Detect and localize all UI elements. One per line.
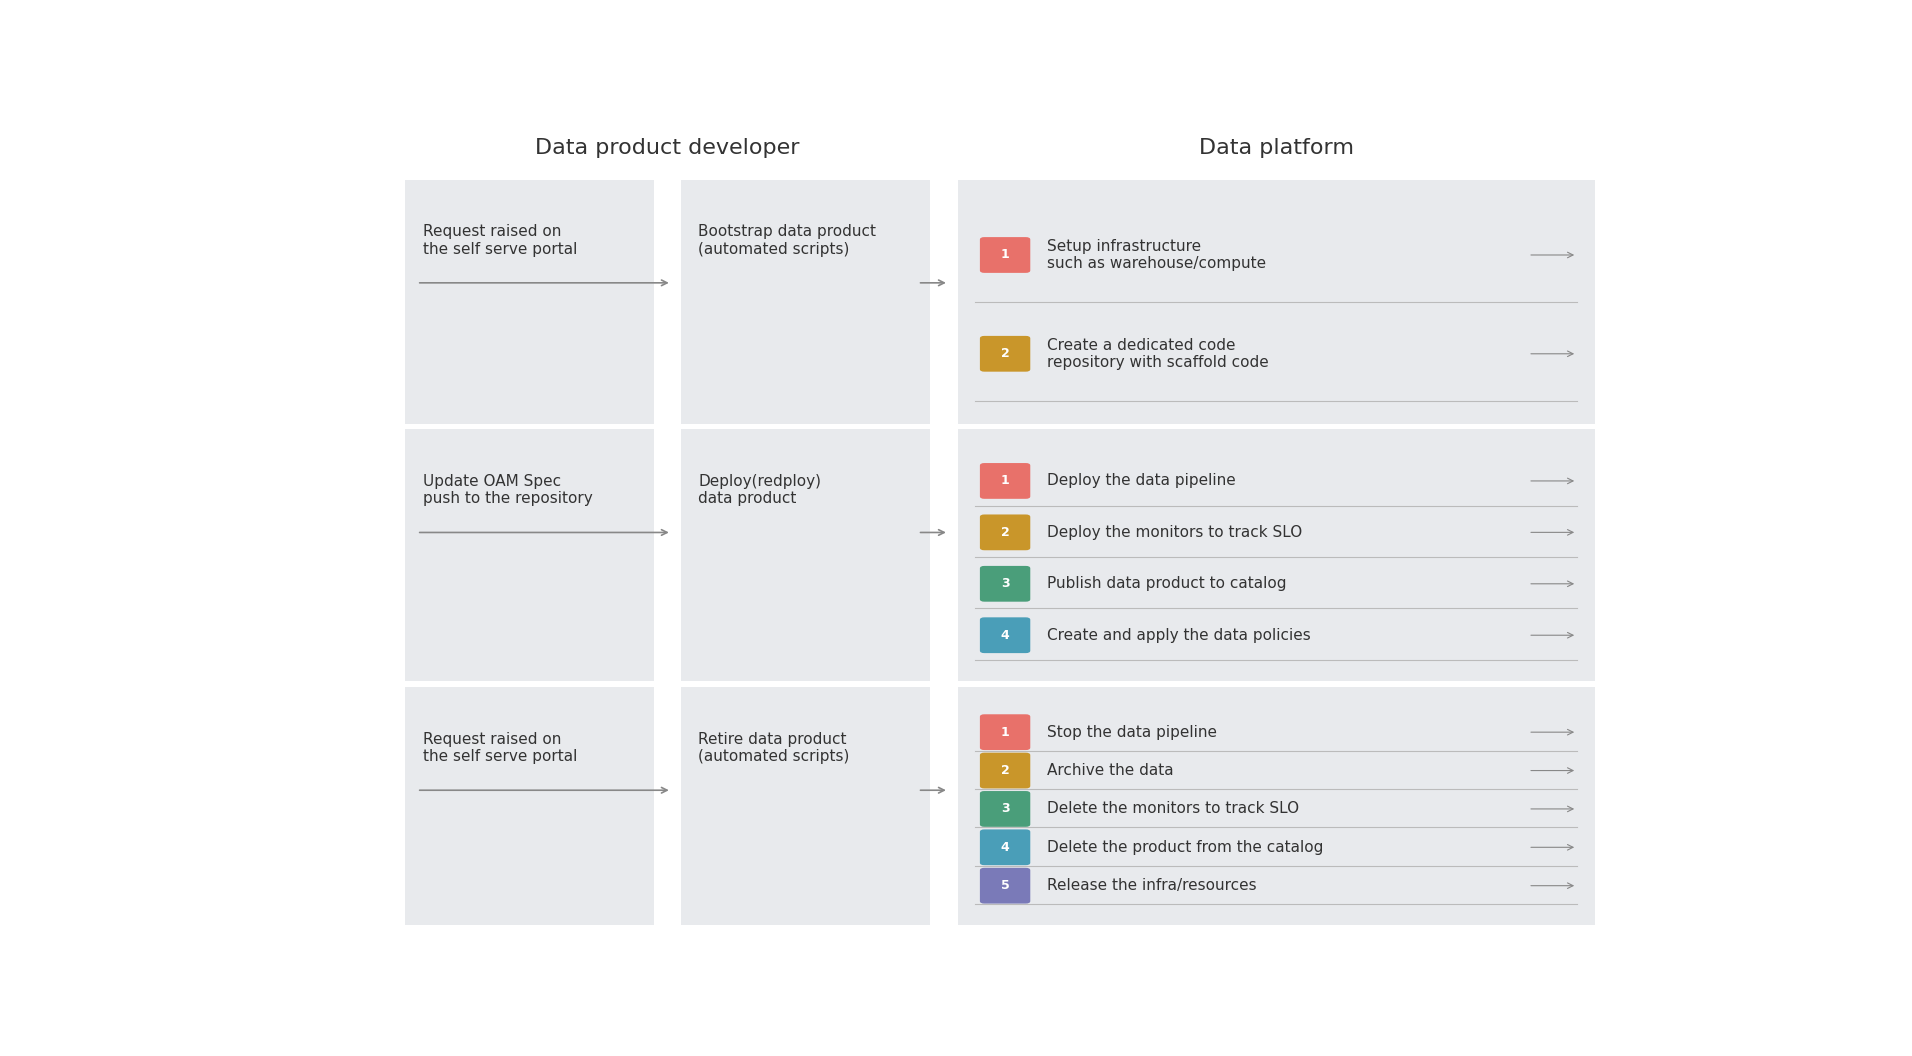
Text: 4: 4 bbox=[1000, 841, 1010, 854]
Text: Archive the data: Archive the data bbox=[1046, 763, 1174, 778]
Text: 5: 5 bbox=[1000, 880, 1010, 892]
Text: Release the infra/resources: Release the infra/resources bbox=[1046, 879, 1256, 893]
FancyBboxPatch shape bbox=[979, 829, 1031, 865]
Text: 1: 1 bbox=[1000, 725, 1010, 738]
Text: Publish data product to catalog: Publish data product to catalog bbox=[1046, 577, 1287, 591]
Text: 3: 3 bbox=[1000, 578, 1010, 590]
Text: Deploy the monitors to track SLO: Deploy the monitors to track SLO bbox=[1046, 525, 1302, 540]
Text: Create a dedicated code
repository with scaffold code: Create a dedicated code repository with … bbox=[1046, 338, 1268, 370]
Text: Deploy the data pipeline: Deploy the data pipeline bbox=[1046, 473, 1235, 489]
FancyBboxPatch shape bbox=[979, 514, 1031, 550]
FancyBboxPatch shape bbox=[681, 429, 929, 681]
Text: Data product developer: Data product developer bbox=[535, 138, 799, 157]
Text: Delete the monitors to track SLO: Delete the monitors to track SLO bbox=[1046, 802, 1298, 816]
FancyBboxPatch shape bbox=[979, 463, 1031, 498]
Text: 1: 1 bbox=[1000, 474, 1010, 488]
FancyBboxPatch shape bbox=[979, 566, 1031, 602]
Text: Bootstrap data product
(automated scripts): Bootstrap data product (automated script… bbox=[698, 224, 876, 257]
FancyBboxPatch shape bbox=[979, 618, 1031, 653]
Text: Request raised on
the self serve portal: Request raised on the self serve portal bbox=[423, 732, 577, 765]
Text: Request raised on
the self serve portal: Request raised on the self serve portal bbox=[423, 224, 577, 257]
FancyBboxPatch shape bbox=[681, 180, 929, 423]
Text: 3: 3 bbox=[1000, 803, 1010, 815]
Text: Data platform: Data platform bbox=[1199, 138, 1354, 157]
Text: Update OAM Spec
push to the repository: Update OAM Spec push to the repository bbox=[423, 474, 593, 506]
Text: Retire data product
(automated scripts): Retire data product (automated scripts) bbox=[698, 732, 849, 765]
FancyBboxPatch shape bbox=[958, 429, 1595, 681]
Text: Delete the product from the catalog: Delete the product from the catalog bbox=[1046, 840, 1323, 854]
Text: 2: 2 bbox=[1000, 765, 1010, 777]
FancyBboxPatch shape bbox=[979, 336, 1031, 372]
Text: Create and apply the data policies: Create and apply the data policies bbox=[1046, 627, 1310, 643]
FancyBboxPatch shape bbox=[979, 868, 1031, 904]
FancyBboxPatch shape bbox=[958, 687, 1595, 925]
Text: Setup infrastructure
such as warehouse/compute: Setup infrastructure such as warehouse/c… bbox=[1046, 239, 1266, 271]
Text: 2: 2 bbox=[1000, 347, 1010, 360]
FancyBboxPatch shape bbox=[979, 791, 1031, 827]
Text: 4: 4 bbox=[1000, 628, 1010, 642]
FancyBboxPatch shape bbox=[979, 714, 1031, 750]
FancyBboxPatch shape bbox=[405, 180, 654, 423]
FancyBboxPatch shape bbox=[979, 238, 1031, 272]
Text: 1: 1 bbox=[1000, 248, 1010, 262]
Text: 2: 2 bbox=[1000, 526, 1010, 539]
FancyBboxPatch shape bbox=[958, 180, 1595, 423]
Text: Deploy(redploy)
data product: Deploy(redploy) data product bbox=[698, 474, 822, 506]
Text: Stop the data pipeline: Stop the data pipeline bbox=[1046, 724, 1216, 739]
FancyBboxPatch shape bbox=[979, 753, 1031, 789]
FancyBboxPatch shape bbox=[405, 687, 654, 925]
FancyBboxPatch shape bbox=[405, 429, 654, 681]
FancyBboxPatch shape bbox=[681, 687, 929, 925]
